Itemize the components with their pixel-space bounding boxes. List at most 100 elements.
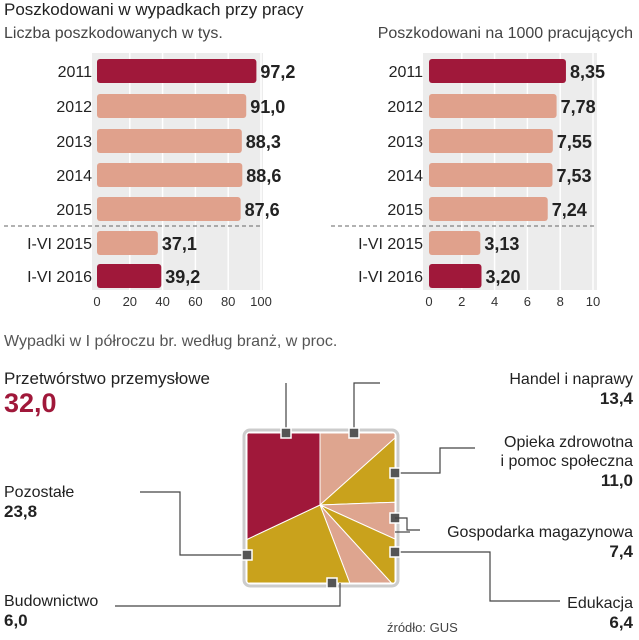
- bar: [97, 94, 247, 118]
- x-tick-label: 8: [557, 294, 564, 309]
- pie-label-handel: Handel i naprawy 13,4: [509, 370, 633, 409]
- pie-label-pozostale: Pozostałe 23,8: [4, 483, 74, 522]
- left-chart-subtitle: Liczba poszkodowanych w tys.: [4, 25, 223, 42]
- connector-marker: [241, 549, 253, 561]
- connector-marker: [389, 546, 401, 558]
- pie-chart-title: Wypadki w I półroczu br. według branż, w…: [4, 333, 338, 350]
- category-label: 2015: [387, 202, 423, 219]
- x-tick-label: 0: [93, 294, 100, 309]
- value-label: 7,55: [557, 132, 592, 152]
- slice-value: 23,8: [4, 502, 38, 521]
- slice-value: 11,0: [600, 471, 633, 490]
- category-label: 2011: [389, 64, 424, 81]
- bar: [97, 264, 162, 288]
- connector-marker: [389, 467, 401, 479]
- slice-name-line1: Opieka zdrowotna: [504, 434, 633, 451]
- bar-chart-1: 0 20 40 60 80 100 2011 97,2 2012 91,0 2013 88,3 2014…: [4, 53, 295, 309]
- slice-value: 13,4: [599, 389, 633, 408]
- bar: [429, 197, 548, 221]
- value-label: 39,2: [165, 267, 200, 287]
- value-label: 3,20: [485, 267, 520, 287]
- pie: [242, 428, 400, 588]
- bar: [429, 94, 557, 118]
- bar-chart-2: 0 2 4 6 8 10 2011 8,35 2012 7,78 2013 7,55 2014 7,53 2…: [331, 53, 605, 309]
- value-label: 87,6: [245, 200, 280, 220]
- bar: [97, 197, 241, 221]
- value-label: 88,3: [246, 132, 281, 152]
- value-label: 7,78: [561, 97, 596, 117]
- bar: [429, 59, 566, 83]
- category-label: 2013: [387, 134, 423, 151]
- slice-value: 6,0: [4, 611, 28, 630]
- category-label: 2013: [56, 134, 92, 151]
- slice-name: Edukacja: [567, 595, 633, 612]
- slice-value: 7,4: [609, 542, 633, 561]
- slice-name: Przetwórstwo przemysłowe: [4, 369, 210, 388]
- category-label: I-VI 2016: [27, 269, 92, 286]
- value-label: 3,13: [484, 234, 519, 254]
- slice-value: 6,4: [609, 613, 633, 632]
- x-tick-label: 60: [188, 294, 202, 309]
- category-label: 2015: [56, 202, 92, 219]
- bar: [97, 163, 243, 187]
- x-tick-label: 2: [458, 294, 465, 309]
- connector-marker: [326, 577, 338, 589]
- pie-connectors: [115, 382, 560, 607]
- category-label: 2014: [387, 168, 423, 185]
- pie-label-edukacja: Edukacja 6,4: [567, 594, 633, 633]
- bar: [429, 129, 553, 153]
- connector-line: [395, 517, 420, 531]
- bar: [429, 264, 482, 288]
- slice-value: 32,0: [4, 388, 57, 418]
- category-label: 2012: [387, 99, 423, 116]
- chart-title: Poszkodowani w wypadkach przy pracy: [4, 0, 304, 19]
- category-label: I-VI 2015: [358, 236, 423, 253]
- connector-line: [115, 583, 341, 607]
- right-chart-subtitle: Poszkodowani na 1000 pracujących: [377, 25, 633, 42]
- slice-name: Budownictwo: [4, 593, 99, 610]
- x-tick-label: 40: [155, 294, 169, 309]
- pie-label-przetworstwo: Przetwórstwo przemysłowe 32,0: [4, 369, 210, 418]
- slice-name-line2: i pomoc społeczna: [500, 453, 633, 470]
- slice-name: Pozostałe: [4, 484, 75, 501]
- pie-label-budownictwo: Budownictwo 6,0: [4, 592, 98, 631]
- value-label: 8,35: [570, 62, 605, 82]
- pie-slices: [247, 433, 395, 583]
- connector-line: [353, 382, 380, 433]
- x-tick-label: 4: [491, 294, 498, 309]
- x-tick-label: 20: [123, 294, 137, 309]
- connector-line: [395, 551, 560, 602]
- bar: [97, 129, 242, 153]
- pie-label-opieka: Opieka zdrowotna i pomoc społeczna 11,0: [500, 433, 633, 491]
- bar: [429, 163, 553, 187]
- category-label: 2012: [56, 99, 92, 116]
- pie-label-gospodarka: Gospodarka magazynowa 7,4: [447, 523, 633, 562]
- category-label: 2011: [58, 64, 93, 81]
- x-tick-label: 10: [586, 294, 600, 309]
- bar: [429, 231, 481, 255]
- x-tick-label: 100: [250, 294, 272, 309]
- connector-line: [395, 447, 475, 474]
- category-label: I-VI 2015: [27, 236, 92, 253]
- x-tick-label: 0: [425, 294, 432, 309]
- bar: [97, 231, 158, 255]
- x-tick-label: 6: [524, 294, 531, 309]
- x-tick-label: 80: [221, 294, 235, 309]
- category-label: 2014: [56, 168, 92, 185]
- slice-name: Gospodarka magazynowa: [447, 524, 633, 541]
- bar: [97, 59, 257, 83]
- value-label: 37,1: [162, 234, 197, 254]
- connector-marker: [280, 427, 292, 439]
- value-label: 88,6: [246, 166, 281, 186]
- value-label: 7,24: [552, 200, 587, 220]
- category-label: I-VI 2016: [358, 269, 423, 286]
- value-label: 97,2: [260, 62, 295, 82]
- value-label: 91,0: [250, 97, 285, 117]
- connector-marker: [348, 427, 360, 439]
- slice-name: Handel i naprawy: [509, 371, 633, 388]
- connector-line: [140, 491, 247, 556]
- source-note: źródło: GUS: [387, 620, 458, 635]
- value-label: 7,53: [556, 166, 591, 186]
